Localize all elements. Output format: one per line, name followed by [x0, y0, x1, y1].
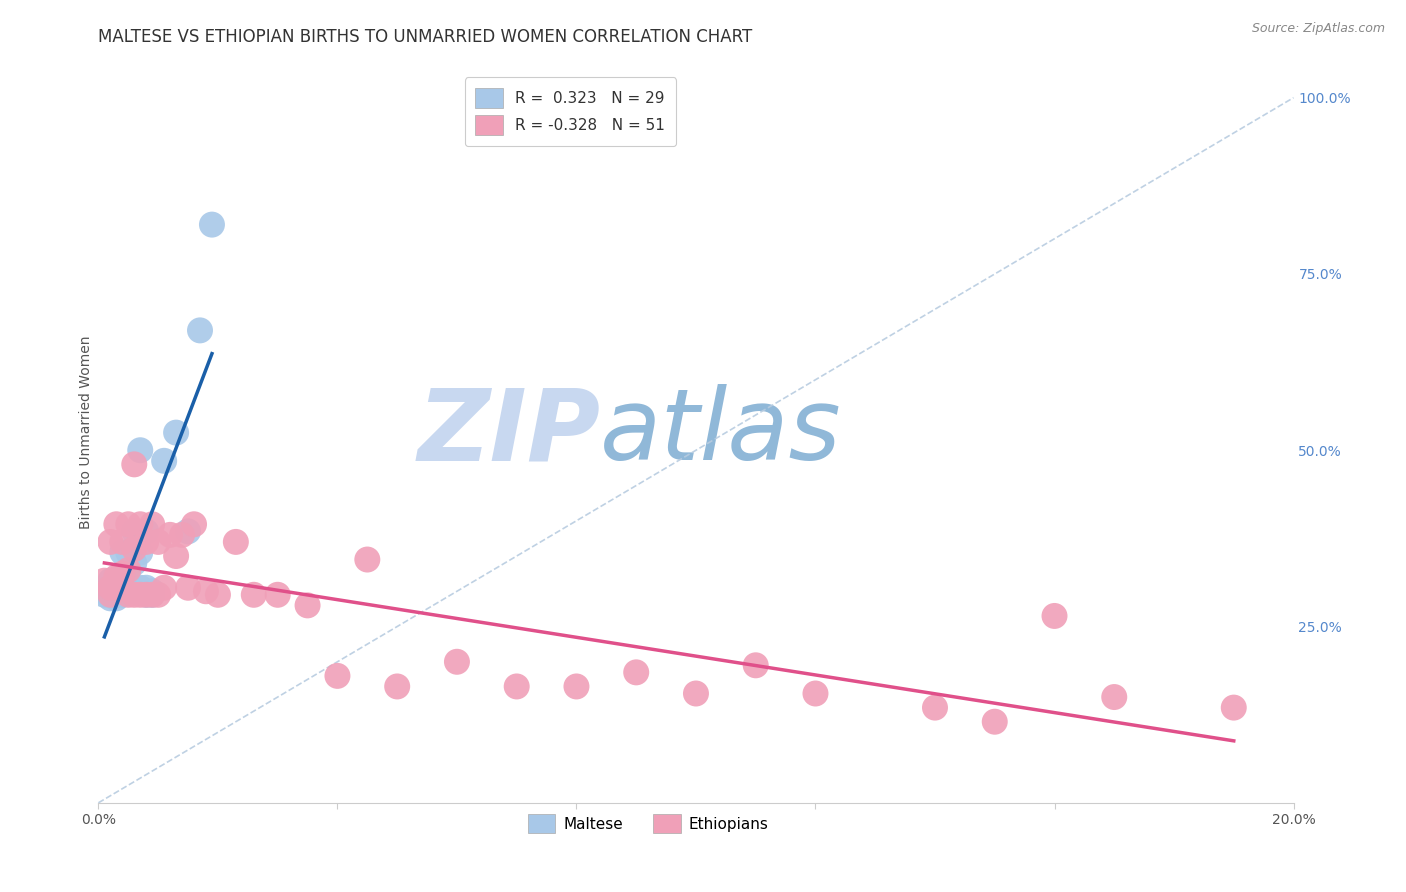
- Point: [129, 545, 152, 559]
- Point: [177, 524, 200, 539]
- Point: [105, 581, 128, 595]
- Point: [141, 584, 163, 599]
- Point: [201, 218, 224, 232]
- Point: [326, 669, 349, 683]
- Point: [124, 541, 146, 556]
- Point: [124, 584, 146, 599]
- Point: [141, 517, 163, 532]
- Point: [804, 686, 827, 700]
- Point: [153, 454, 176, 468]
- Point: [177, 581, 200, 595]
- Point: [745, 658, 768, 673]
- Point: [117, 563, 139, 577]
- Point: [105, 588, 128, 602]
- Point: [506, 680, 529, 694]
- Point: [165, 425, 187, 440]
- Point: [165, 549, 187, 563]
- Point: [183, 517, 205, 532]
- Point: [124, 458, 146, 472]
- Text: atlas: atlas: [600, 384, 842, 481]
- Point: [385, 680, 409, 694]
- Legend: Maltese, Ethiopians: Maltese, Ethiopians: [522, 808, 775, 839]
- Point: [98, 588, 122, 602]
- Point: [124, 581, 146, 595]
- Point: [93, 574, 115, 588]
- Point: [124, 556, 146, 570]
- Point: [129, 588, 152, 602]
- Point: [129, 443, 152, 458]
- Point: [141, 588, 163, 602]
- Point: [225, 535, 247, 549]
- Point: [111, 581, 134, 595]
- Point: [98, 581, 122, 595]
- Point: [98, 591, 122, 606]
- Point: [117, 517, 139, 532]
- Point: [129, 581, 152, 595]
- Point: [105, 570, 128, 584]
- Point: [129, 517, 152, 532]
- Point: [153, 581, 176, 595]
- Point: [172, 528, 194, 542]
- Point: [297, 599, 319, 613]
- Point: [135, 588, 157, 602]
- Point: [135, 581, 157, 595]
- Point: [195, 584, 218, 599]
- Point: [626, 665, 648, 680]
- Text: ZIP: ZIP: [418, 384, 600, 481]
- Point: [117, 545, 139, 559]
- Point: [685, 686, 707, 700]
- Point: [135, 524, 157, 539]
- Point: [148, 588, 170, 602]
- Point: [111, 566, 134, 581]
- Point: [159, 528, 181, 542]
- Text: MALTESE VS ETHIOPIAN BIRTHS TO UNMARRIED WOMEN CORRELATION CHART: MALTESE VS ETHIOPIAN BIRTHS TO UNMARRIED…: [98, 28, 752, 45]
- Point: [1223, 700, 1246, 714]
- Point: [243, 588, 266, 602]
- Point: [924, 700, 946, 714]
- Point: [356, 552, 378, 566]
- Point: [188, 323, 211, 337]
- Point: [117, 584, 139, 599]
- Point: [1043, 609, 1066, 624]
- Point: [117, 588, 139, 602]
- Point: [267, 588, 290, 602]
- Point: [93, 588, 115, 602]
- Y-axis label: Births to Unmarried Women: Births to Unmarried Women: [79, 336, 93, 529]
- Point: [135, 588, 157, 602]
- Point: [141, 588, 163, 602]
- Text: Source: ZipAtlas.com: Source: ZipAtlas.com: [1251, 22, 1385, 36]
- Point: [111, 545, 134, 559]
- Point: [1104, 690, 1126, 704]
- Point: [105, 591, 128, 606]
- Point: [111, 535, 134, 549]
- Point: [135, 535, 157, 549]
- Point: [117, 563, 139, 577]
- Point: [111, 588, 134, 602]
- Point: [446, 655, 468, 669]
- Point: [207, 588, 229, 602]
- Point: [565, 680, 588, 694]
- Point: [98, 535, 122, 549]
- Point: [984, 714, 1007, 729]
- Point: [111, 581, 134, 595]
- Point: [124, 588, 146, 602]
- Point: [105, 517, 128, 532]
- Point: [124, 524, 146, 539]
- Point: [98, 574, 122, 588]
- Point: [98, 581, 122, 595]
- Point: [148, 535, 170, 549]
